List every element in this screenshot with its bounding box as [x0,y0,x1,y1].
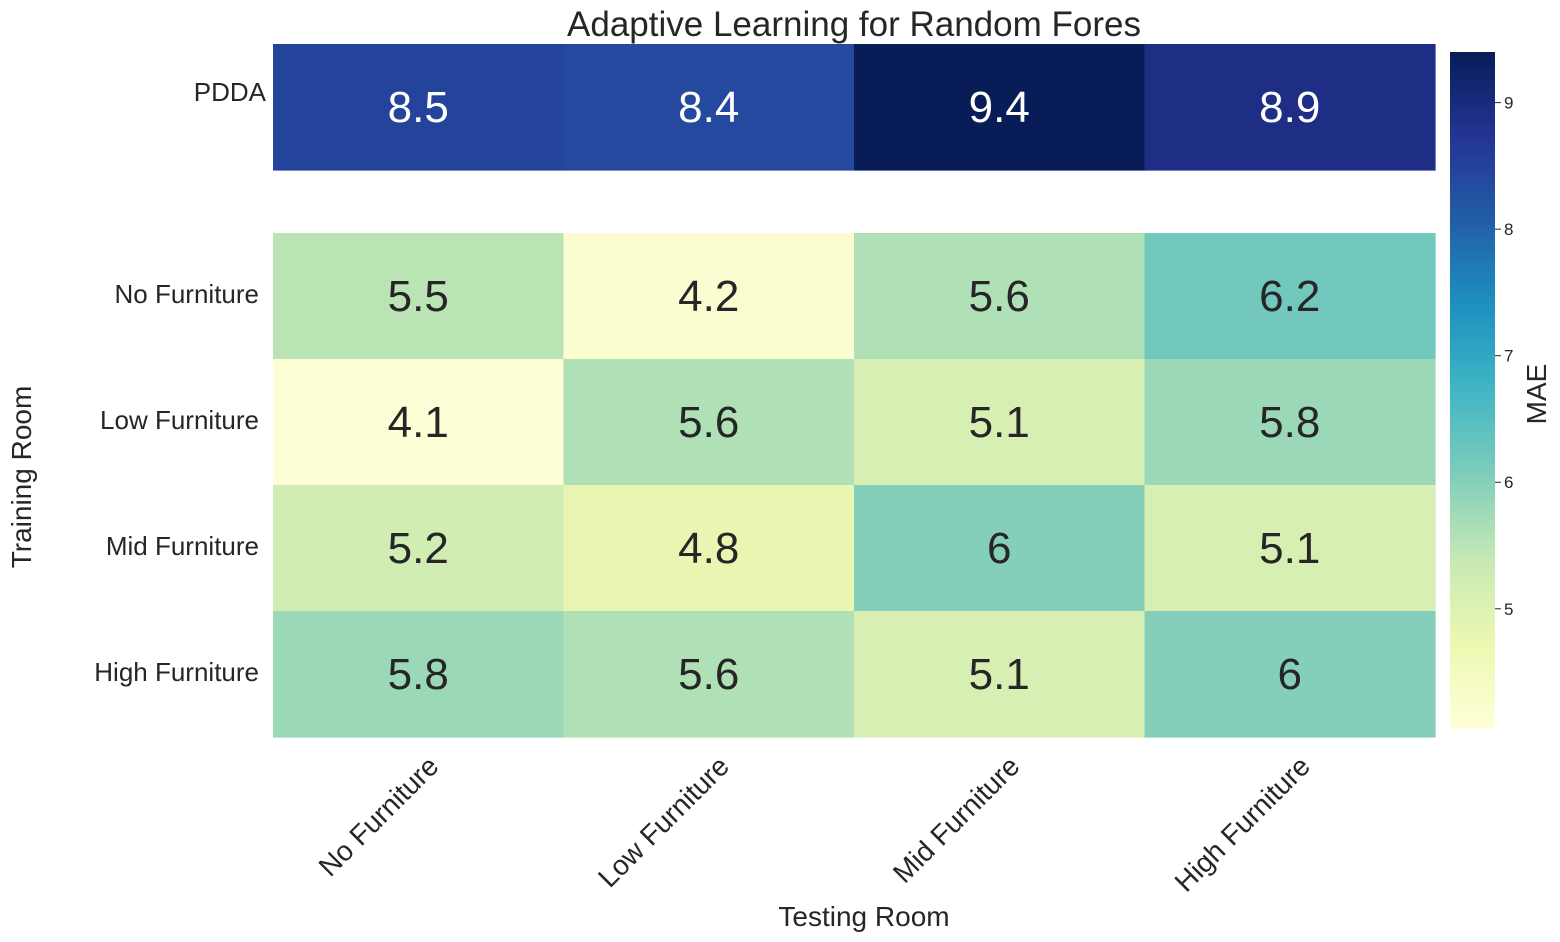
colorbar-tick-label-3: 8 [1504,220,1513,239]
main-cell-label-0-1: 4.2 [678,272,739,321]
top-cell-label-0-3: 8.9 [1259,83,1320,132]
colorbar-ticks: 5 6 7 8 9 [1495,94,1513,619]
top-cell-0-0 [273,44,565,171]
colorbar-tick-label-0: 5 [1504,600,1513,619]
main-cell-0-3 [1144,233,1436,360]
top-cell-label-0-2: 9.4 [969,83,1030,132]
row-labels: PDDA No Furniture Low Furniture Mid Furnitu… [94,77,266,687]
top-cell-label-0-1: 8.4 [678,83,739,132]
x-axis-label: Testing Room [778,901,949,932]
top-block-cells: 8.5 8.4 9.4 8.9 [273,44,1436,171]
top-cell-0-1 [563,44,855,171]
colorbar-tick-label-1: 6 [1504,473,1513,492]
main-cell-2-3 [1144,485,1436,612]
top-cell-0-2 [854,44,1146,171]
main-row-label-2: Mid Furniture [106,531,259,561]
y-axis-label: Training Room [6,386,37,569]
main-cell-3-0 [273,611,565,738]
main-cell-label-0-2: 5.6 [969,272,1030,321]
main-cell-label-1-3: 5.8 [1259,398,1320,447]
main-cell-label-2-1: 4.8 [678,524,739,573]
x-tick-labels: No Furniture Low Furniture Mid Furniture Hi… [313,750,1316,897]
main-row-label-1: Low Furniture [100,405,259,435]
main-cell-2-2 [854,485,1146,612]
top-row-label-0: PDDA [194,77,267,107]
x-tick-label-1: Low Furniture [592,750,735,893]
x-tick-label-3: High Furniture [1169,750,1316,897]
main-cell-label-2-2: 6 [987,524,1011,573]
main-cell-label-0-0: 5.5 [388,272,449,321]
main-cell-1-0 [273,359,565,486]
x-tick-label-0: No Furniture [313,750,445,882]
colorbar-label: MAE [1521,364,1552,425]
main-cell-2-0 [273,485,565,612]
main-cell-label-1-0: 4.1 [388,398,449,447]
main-cell-3-2 [854,611,1146,738]
main-row-label-0: No Furniture [115,279,260,309]
colorbar: 5 6 7 8 9 MAE [1450,52,1552,729]
main-cell-label-1-2: 5.1 [969,398,1030,447]
main-cell-1-3 [1144,359,1436,486]
main-cell-label-0-3: 6.2 [1259,272,1320,321]
main-cell-label-1-1: 5.6 [678,398,739,447]
main-cell-label-3-0: 5.8 [388,650,449,699]
main-cell-1-1 [563,359,855,486]
colorbar-tick-label-4: 9 [1504,94,1513,113]
main-block-cells: 5.5 4.2 5.6 6.2 4.1 5.6 5.1 5.8 5.2 4.8 6 5.1 5.8 5.6… [273,233,1436,738]
colorbar-gradient [1450,52,1495,729]
colorbar-tick-label-2: 7 [1504,347,1513,366]
top-cell-label-0-0: 8.5 [388,83,449,132]
main-cell-label-3-1: 5.6 [678,650,739,699]
main-row-label-3: High Furniture [94,657,259,687]
main-cell-label-3-3: 6 [1278,650,1302,699]
main-cell-label-2-3: 5.1 [1259,524,1320,573]
main-cell-3-3 [1144,611,1436,738]
main-cell-2-1 [563,485,855,612]
main-cell-label-3-2: 5.1 [969,650,1030,699]
main-cell-0-0 [273,233,565,360]
main-cell-label-2-0: 5.2 [388,524,449,573]
main-cell-0-2 [854,233,1146,360]
top-cell-0-3 [1144,44,1436,171]
x-tick-label-2: Mid Furniture [887,750,1026,889]
main-cell-1-2 [854,359,1146,486]
main-cell-3-1 [563,611,855,738]
chart-title: Adaptive Learning for Random Fores [567,5,1141,44]
main-cell-0-1 [563,233,855,360]
